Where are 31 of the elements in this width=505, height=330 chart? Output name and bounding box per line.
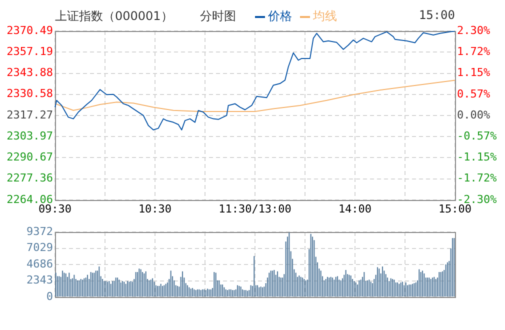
- y2-tick-label: 0.57%: [457, 87, 490, 100]
- y2-tick-label: -1.15%: [457, 150, 498, 164]
- y-tick-label: 2343.88: [6, 66, 53, 80]
- y-tick-label: 2317.27: [6, 108, 53, 122]
- x-tick-label: 11:30/13:00: [218, 202, 292, 216]
- chart-subtitle: 分时图: [200, 8, 236, 25]
- y-tick-label: 2330.58: [6, 87, 53, 100]
- y-tick-label: 2303.97: [6, 129, 53, 142]
- text: 15:00: [418, 8, 455, 22]
- x-tick-label: 15:00: [438, 202, 472, 216]
- y2-tick-label: -1.72%: [457, 172, 498, 185]
- chart-title: 上证指数（000001）: [55, 8, 173, 25]
- y2-tick-label: 0.00%: [457, 108, 490, 122]
- y-tick-label: 0: [46, 290, 53, 303]
- y-tick-label: 4686: [26, 257, 53, 270]
- y-tick-label: 2370.49: [6, 24, 53, 37]
- legend-label: 价格: [268, 8, 292, 25]
- x-tick-label: 09:30: [38, 202, 72, 216]
- x-tick-label: 10:30: [138, 202, 172, 216]
- y2-tick-label: -0.57%: [457, 129, 498, 142]
- y-tick-label: 2277.36: [6, 172, 53, 185]
- y2-tick-label: 1.72%: [457, 45, 490, 58]
- y2-tick-label: 2.30%: [457, 24, 490, 37]
- y-tick-label: 2290.67: [6, 150, 53, 164]
- y-tick-label: 2343: [26, 274, 53, 287]
- x-tick-label: 14:00: [338, 202, 372, 216]
- legend-label: 均线: [313, 8, 337, 25]
- y2-tick-label: 1.15%: [457, 66, 490, 80]
- y-tick-label: 2357.19: [6, 44, 53, 58]
- y-tick-label: 9372: [26, 224, 53, 238]
- y-tick-label: 7029: [26, 241, 53, 254]
